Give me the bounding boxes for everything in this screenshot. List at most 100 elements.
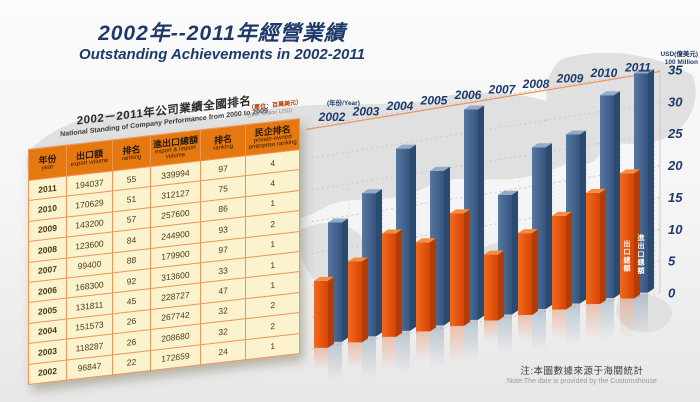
bar-total-2006-reflection xyxy=(464,319,478,362)
axis-tick-label: 5 xyxy=(668,254,676,269)
bar-export-2007-reflection xyxy=(484,320,498,342)
header-cell: 年份 year xyxy=(28,145,67,181)
map-australia xyxy=(616,294,673,333)
bar-export-2005-front xyxy=(416,242,430,332)
bar-total-2007-front xyxy=(498,194,512,315)
bar-export-2010-top xyxy=(586,188,606,193)
bar-total-2006-top xyxy=(464,105,484,110)
grid-line xyxy=(311,101,661,159)
bar-total-2005-side xyxy=(444,166,450,326)
axis-tick-label: 20 xyxy=(667,158,683,173)
bar-export-2007-front xyxy=(484,254,498,321)
grid-line xyxy=(311,69,661,127)
bar-export-2007-side xyxy=(498,250,504,321)
bar-export-2008-top xyxy=(518,229,538,234)
bar-export-2005-top xyxy=(416,238,436,243)
table-body: 2011 194037 55 339994 97 4 2010 170629 51 312127 7… xyxy=(28,149,300,385)
axis-tick-label: 35 xyxy=(668,63,683,78)
bar-export-2009-front xyxy=(552,215,566,310)
bar-total-2003-front xyxy=(362,193,376,337)
bar-total-2006-front xyxy=(464,109,478,320)
bar-export-2006-reflection xyxy=(450,325,464,362)
bar-total-2010-reflection xyxy=(600,298,614,341)
bar-total-2005-reflection xyxy=(430,325,444,368)
bar-export-2004-top xyxy=(382,229,402,234)
bar-total-2010-top xyxy=(600,91,620,96)
bar-export-2009-side xyxy=(566,211,572,310)
bar-export-2008-reflection xyxy=(518,314,532,342)
bar-export-2003-reflection xyxy=(348,342,362,369)
bar-total-2003-side xyxy=(376,189,382,337)
source-note-en: Note:The date is provided by the Customs… xyxy=(507,378,657,385)
source-note: 注:本圖數據來源于海關統計 Note:The date is provided … xyxy=(462,363,700,385)
year-label-2008: 2008 xyxy=(522,77,550,91)
bar-export-2010-side xyxy=(600,188,606,305)
bar-total-2004-top xyxy=(396,144,416,149)
ranking-table: 年份 year 出口額 export volume 排名 ranking 進出口總額 expo… xyxy=(28,118,300,385)
bar-export-2008-front xyxy=(518,233,532,315)
bar-export-2003-front xyxy=(348,261,362,343)
bar-total-2002-reflection xyxy=(328,341,342,381)
axis-tick-label: 25 xyxy=(667,126,683,141)
axis-tick-label: 30 xyxy=(668,94,683,109)
bar-label-export: 出口總額 xyxy=(623,239,631,273)
bar-export-2010-front xyxy=(586,192,600,305)
grid-line xyxy=(311,260,661,318)
bar-total-2007-reflection xyxy=(498,314,512,353)
bar-export-2004-front xyxy=(382,233,396,337)
bar-export-2004-side xyxy=(396,229,402,337)
bar-total-2011-front xyxy=(634,73,648,293)
bar-export-2002-reflection xyxy=(314,347,328,370)
year-cell: 2002 xyxy=(28,359,67,385)
bar-total-2005-top xyxy=(430,166,450,171)
axis-unit-label-line2: 100 Million xyxy=(665,59,698,66)
year-label-2010: 2010 xyxy=(590,66,618,80)
year-label-2005: 2005 xyxy=(420,93,448,107)
bar-total-2004-front xyxy=(396,148,410,331)
bar-export-2002-side xyxy=(328,276,334,348)
bar-total-2004-reflection xyxy=(396,330,410,373)
bar-total-2008-reflection xyxy=(532,308,546,351)
page-title: 2002年--2011年經營業績 Outstanding Achievement… xyxy=(52,22,392,64)
bar-total-2010-front xyxy=(600,95,614,299)
axis-tick-label: 15 xyxy=(668,190,683,205)
bar-export-2006-top xyxy=(450,209,470,214)
bar-export-2007-top xyxy=(484,250,504,255)
year-label-2003: 2003 xyxy=(352,104,380,118)
map-north-america xyxy=(546,52,696,165)
year-axis-caption: (年份/Year) xyxy=(327,98,360,107)
bar-total-2006-side xyxy=(478,105,484,320)
year-label-2009: 2009 xyxy=(556,72,584,86)
table-cell: 24 xyxy=(200,339,246,365)
grid-line xyxy=(311,133,661,191)
bar-total-2011-top xyxy=(634,69,654,74)
year-label-2011: 2011 xyxy=(624,61,651,75)
bar-total-2011-side xyxy=(648,69,654,293)
bar-export-2003-side xyxy=(362,257,368,343)
ranking-table-panel: 2002－2011年公司業績全國排名 National Standing of … xyxy=(28,87,302,385)
map-africa xyxy=(298,222,371,296)
bar-total-2009-side xyxy=(580,130,586,304)
bar-total-2002-side xyxy=(342,218,348,342)
bar-total-2011-reflection xyxy=(634,292,648,335)
bar-export-2006-side xyxy=(464,209,470,326)
page-title-zh: 2002年--2011年經營業績 xyxy=(98,22,346,45)
year-label-2004: 2004 xyxy=(386,99,414,113)
bar-total-2002-front xyxy=(328,222,342,342)
bar-total-2008-front xyxy=(532,147,546,309)
table-cell: 22 xyxy=(112,350,151,375)
grid-line xyxy=(311,292,661,350)
bar-total-2009-top xyxy=(566,130,586,135)
bar-export-2011-top xyxy=(620,169,640,174)
bar-export-2003-top xyxy=(348,257,368,262)
bar-export-2011-side xyxy=(634,169,640,299)
bar-export-2005-reflection xyxy=(416,331,430,360)
bar-total-2003-reflection xyxy=(362,336,376,379)
bar-total-2003-top xyxy=(362,189,382,194)
axis-tick-label: 10 xyxy=(668,222,683,237)
bar-export-2002-front xyxy=(314,280,328,348)
bar-export-2008-side xyxy=(532,229,538,315)
bar-export-2006-front xyxy=(450,213,464,326)
year-axis-line xyxy=(305,70,661,131)
